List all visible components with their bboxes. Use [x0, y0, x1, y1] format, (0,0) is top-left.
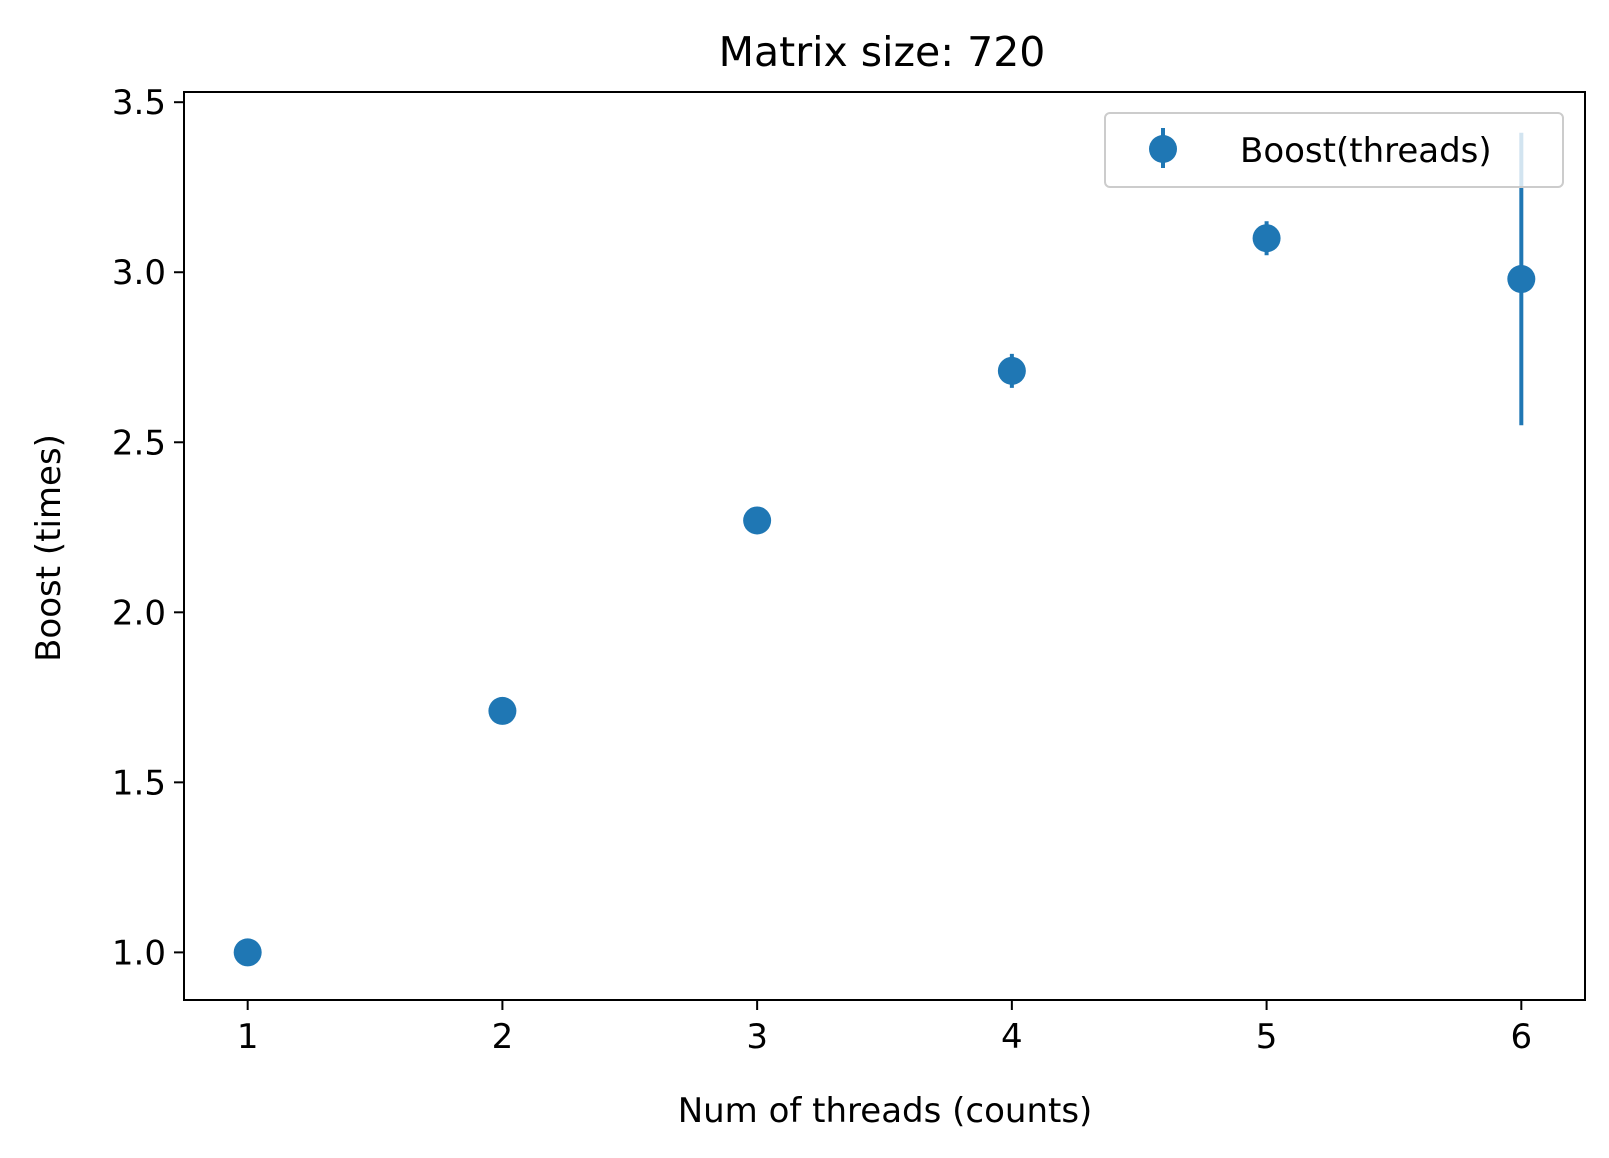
plot-area	[233, 132, 1536, 967]
x-tick-label: 2	[492, 1017, 514, 1057]
legend: Boost(threads)	[1104, 112, 1564, 188]
y-axis: 1.0 1.5 2.0 2.5 3.0 3.5	[112, 83, 184, 973]
x-axis: 1 2 3 4 5 6	[237, 1000, 1532, 1057]
data-point	[997, 356, 1026, 385]
legend-frame	[1104, 112, 1564, 188]
data-point	[743, 506, 772, 535]
chart-title: Matrix size: 720	[719, 28, 1046, 76]
x-tick-label: 4	[1001, 1017, 1023, 1057]
data-point	[1507, 265, 1536, 294]
y-tick-label: 3.0	[112, 253, 166, 293]
y-tick-label: 2.0	[112, 593, 166, 633]
y-tick-label: 1.5	[112, 763, 166, 803]
legend-label: Boost(threads)	[1240, 131, 1492, 171]
y-tick-label: 3.5	[112, 83, 166, 123]
data-point	[488, 696, 517, 725]
x-tick-label: 1	[237, 1017, 259, 1057]
axes-frame	[183, 91, 1586, 1001]
x-axis-label: Num of threads (counts)	[678, 1091, 1093, 1131]
y-tick-label: 2.5	[112, 423, 166, 463]
x-tick-label: 5	[1256, 1017, 1278, 1057]
legend-marker-icon	[1149, 135, 1177, 163]
y-tick-label: 1.0	[112, 933, 166, 973]
data-point	[1252, 224, 1281, 253]
x-tick-label: 6	[1510, 1017, 1532, 1057]
data-point	[233, 938, 262, 967]
y-axis-label: Boost (times)	[29, 434, 69, 662]
x-tick-label: 3	[746, 1017, 768, 1057]
